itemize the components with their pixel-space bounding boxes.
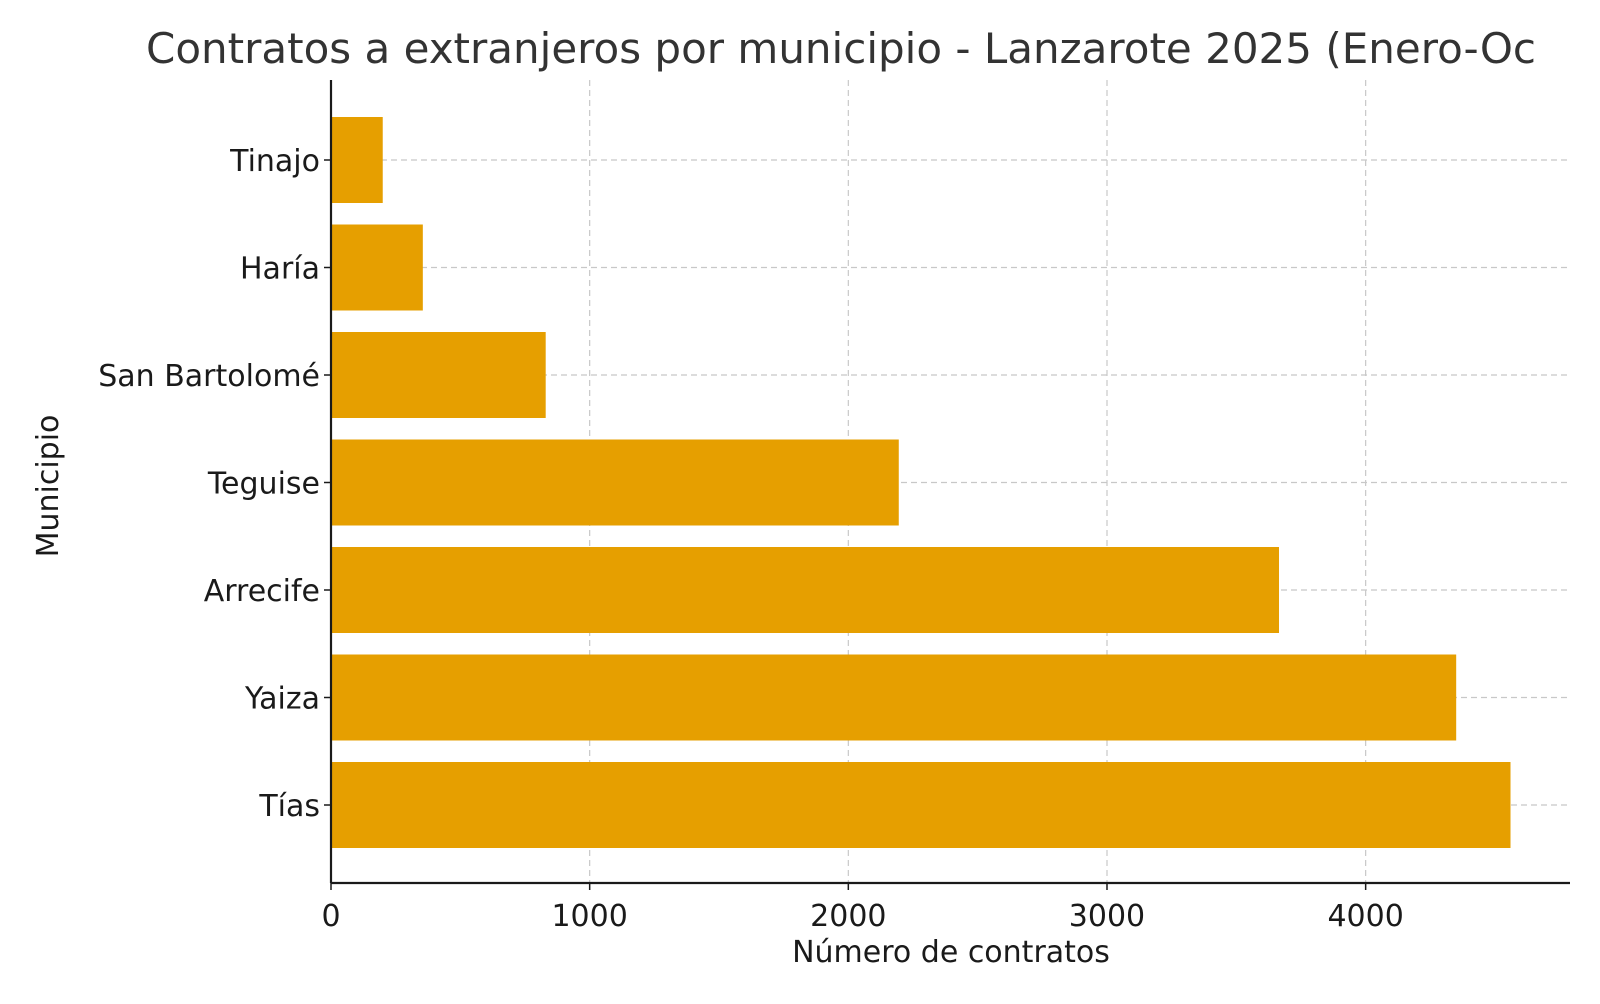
y-tick-label: Arrecife — [204, 574, 320, 609]
chart-title: Contratos a extranjeros por municipio - … — [146, 24, 1536, 73]
y-tick-label: Teguise — [207, 467, 320, 502]
y-tick-label: San Bartolomé — [98, 359, 320, 394]
bar — [331, 439, 899, 526]
bar — [331, 654, 1457, 741]
y-tick-label: Tinajo — [229, 144, 320, 179]
bar — [331, 762, 1511, 848]
x-tick-label: 1000 — [551, 899, 627, 934]
x-tick-label: 2000 — [810, 899, 886, 934]
x-axis-label: Número de contratos — [792, 935, 1110, 970]
x-tick-label: 3000 — [1069, 899, 1145, 934]
y-axis-label: Municipio — [31, 415, 66, 558]
y-tick-label: Yaiza — [244, 682, 320, 717]
bar — [331, 547, 1280, 633]
bar — [331, 117, 383, 203]
y-tick-label: Haría — [240, 252, 320, 287]
axes-layer — [329, 80, 1570, 885]
bars-layer — [331, 117, 1511, 848]
bar — [331, 332, 546, 418]
x-tick-label: 4000 — [1327, 899, 1403, 934]
x-tick-label: 0 — [321, 899, 340, 934]
ticks-layer: 0 1000 2000 3000 4000 Tinajo Haría San Bartolom… — [98, 144, 1404, 934]
y-tick-label: Tías — [258, 789, 320, 824]
bar — [331, 224, 423, 311]
